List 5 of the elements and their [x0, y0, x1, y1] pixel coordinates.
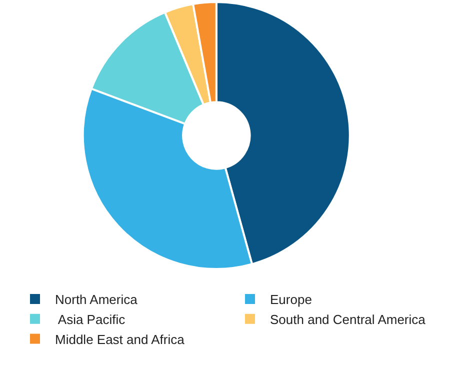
legend-label: Asia Pacific	[55, 312, 126, 327]
legend-label: Middle East and Africa	[55, 332, 186, 347]
legend-label: South and Central America	[270, 312, 426, 327]
legend-label: Europe	[270, 292, 312, 308]
legend-label: North America	[55, 292, 138, 308]
